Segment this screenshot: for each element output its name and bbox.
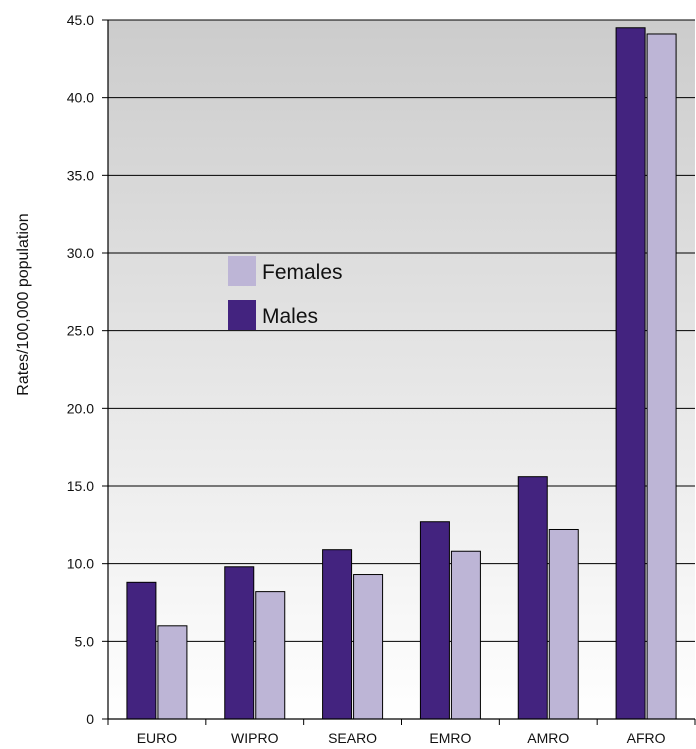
y-tick-label: 35.0 [67, 167, 94, 183]
bar-males-afro [615, 27, 646, 720]
bar-males-searo [322, 549, 353, 720]
bar-males-euro [126, 581, 157, 720]
bar-females-searo [353, 574, 384, 720]
bars [126, 27, 677, 720]
x-tick-label: AMRO [527, 730, 569, 746]
legend: Females Males [228, 256, 343, 330]
y-tick-label: 0 [86, 711, 94, 727]
bar-males-wipro [224, 566, 255, 720]
x-tick-label: AFRO [627, 730, 666, 746]
y-tick-label: 20.0 [67, 400, 94, 416]
legend-swatch-males [228, 300, 256, 330]
y-tick-label: 30.0 [67, 245, 94, 261]
bar-females-emro [450, 550, 481, 720]
y-tick-label: 40.0 [67, 90, 94, 106]
legend-label-males: Males [262, 305, 318, 328]
bar-females-euro [157, 625, 188, 720]
x-tick-label: EMRO [429, 730, 471, 746]
y-tick-label: 45.0 [67, 12, 94, 28]
legend-label-females: Females [262, 261, 343, 284]
x-tick-label: SEARO [328, 730, 377, 746]
plot-area [108, 20, 695, 719]
bar-females-amro [548, 528, 579, 720]
y-tick-label: 25.0 [67, 323, 94, 339]
y-tick-labels: 0 5.0 10.0 15.0 20.0 25.0 30.0 35.0 40.0 45.0 [67, 12, 108, 727]
legend-swatch-females [228, 256, 256, 286]
bar-males-amro [517, 476, 548, 720]
bar-females-wipro [255, 591, 286, 720]
x-tick-labels: EURO WIPRO SEARO EMRO AMRO AFRO [107, 719, 696, 746]
bar-males-emro [419, 521, 450, 720]
gridlines [108, 19, 695, 642]
bar-females-afro [646, 33, 677, 720]
y-tick-label: 15.0 [67, 478, 94, 494]
y-tick-label: 5.0 [75, 633, 95, 649]
x-tick-label: WIPRO [231, 730, 279, 746]
y-axis-label: Rates/100,000 population [15, 213, 32, 395]
x-tick-label: EURO [137, 730, 178, 746]
y-tick-label: 10.0 [67, 556, 94, 572]
